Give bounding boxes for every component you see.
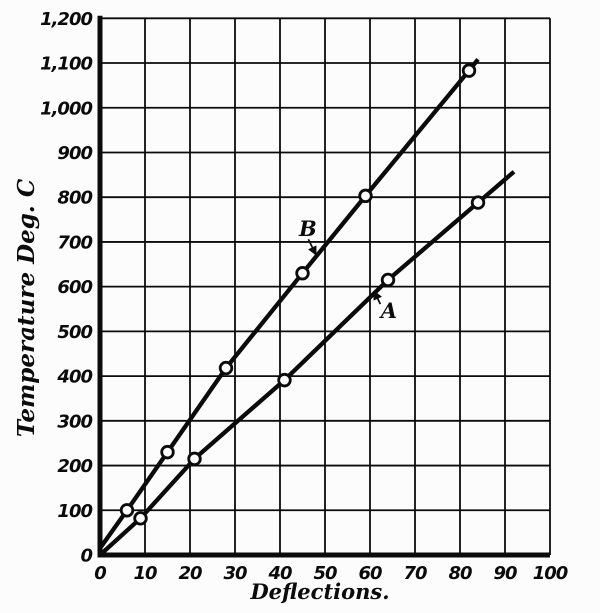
y-tick-label: 500 (57, 322, 92, 343)
y-tick-label: 700 (57, 232, 92, 253)
series-A-point (133, 511, 148, 526)
y-tick-label: 1,100 (40, 54, 92, 75)
x-axis-title: Deflections. (249, 579, 389, 604)
y-tick-label: 1,200 (40, 9, 92, 30)
series-A-point (187, 451, 202, 467)
series-B-point (461, 63, 477, 78)
x-tick-label: 90 (493, 563, 517, 584)
annotation-arrow-A (373, 290, 382, 305)
y-tick-label: 900 (57, 143, 92, 164)
x-tick-label: 60 (358, 563, 382, 584)
series-A-point (277, 372, 292, 388)
y-tick-label: 400 (56, 367, 92, 388)
x-tick-label: 50 (313, 563, 337, 584)
y-axis-title: Temperature Deg. C (13, 178, 40, 437)
x-tick-label: 100 (533, 563, 568, 584)
series-B-point (160, 444, 175, 460)
series-B-line (98, 58, 480, 550)
annotation-label-B: B (298, 216, 317, 241)
x-tick-label: 80 (448, 563, 472, 584)
y-tick-label: 600 (57, 277, 92, 298)
y-tick-label: 200 (57, 456, 92, 477)
x-tick-label: 10 (133, 563, 157, 584)
y-tick-label: 300 (57, 411, 92, 432)
series-B-point (218, 360, 234, 376)
annotation-arrow-B (307, 238, 317, 256)
chart-layer: 0 10 20 30 40 50 60 70 80 90 100 0 100 200 300 400 500 60… (40, 9, 569, 584)
x-tick-label: 0 (94, 563, 106, 584)
y-tick-label: 800 (57, 188, 92, 209)
series-A-point (470, 195, 486, 210)
x-tick-label: 20 (178, 563, 202, 584)
y-tick-label: 1,000 (40, 98, 92, 119)
series-B-point (119, 503, 135, 518)
x-tick-label: 30 (223, 563, 247, 584)
series-A-point (380, 272, 396, 288)
y-tick-label: 100 (57, 501, 92, 522)
series-B-point (358, 188, 373, 204)
x-tick-label: 40 (267, 563, 292, 584)
annotation-label-A: A (379, 298, 397, 323)
y-tick-label: 0 (80, 546, 92, 567)
x-tick-label: 70 (403, 563, 427, 584)
series-B-point (295, 266, 310, 281)
